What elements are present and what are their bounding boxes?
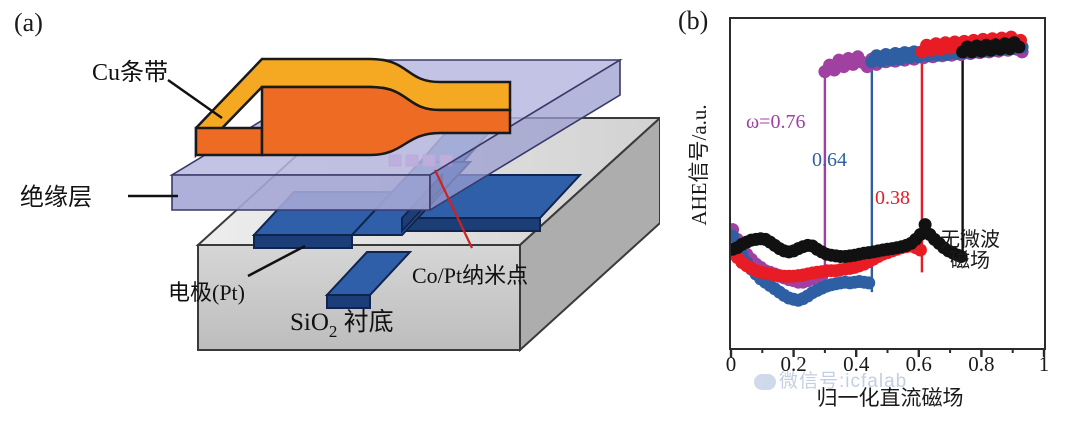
annotation-omega_038: 0.38 (875, 187, 910, 209)
data-point (954, 250, 968, 263)
tick-marks-top (729, 18, 1069, 30)
y-axis-label: AHE信号/a.u. (687, 104, 711, 226)
watermark-icon (754, 373, 776, 390)
leader-nanodots (434, 169, 473, 249)
x-axis-label: 归一化直流磁场 (816, 386, 964, 410)
watermark: 微信号:icfalab (754, 366, 1044, 406)
leader-cu-strip (167, 78, 223, 120)
annotation-no_microwave: 无微波 磁场 (940, 230, 1000, 272)
x-tick-label: 0.6 (905, 352, 932, 376)
cu-strip (194, 57, 512, 159)
panel-b-ahe-plot: (b) AHE信号/a.u. 0 0.2 0.4 0.6 0.8 1 归一化直流磁场 ω=… (660, 0, 1080, 429)
data-point (862, 276, 876, 290)
label-substrate: SiO2 衬底 (290, 308, 394, 341)
x-tick-label: 1 (1038, 352, 1050, 376)
data-point (913, 243, 927, 257)
series-3 (731, 41, 1021, 258)
plot-frame (726, 17, 1046, 350)
annotation-omega_076: ω=0.76 (746, 111, 806, 133)
annotation-line-2: 磁场 (950, 250, 990, 272)
x-tick-label: 0.8 (968, 352, 995, 376)
tick-marks (729, 348, 1046, 357)
x-tick-label: 0 (725, 352, 737, 376)
annotation-omega_064: 0.64 (812, 149, 847, 171)
watermark-text: 微信号:icfalab (779, 371, 908, 392)
annotation-line-1: 无微波 (940, 229, 1000, 251)
data-point (1012, 40, 1026, 54)
label-insulating-layer: 绝缘层 (20, 184, 92, 211)
label-cu-strip: Cu条带 (92, 59, 168, 86)
data-point (918, 218, 932, 232)
x-tick-label: 0.4 (843, 352, 870, 376)
panel-a-tag: (a) (14, 8, 43, 37)
leader-electrode (247, 244, 306, 278)
panel-b-tag: (b) (678, 6, 709, 35)
x-tick-label: 0.2 (780, 352, 807, 376)
panel-a-device-schematic: (a) (14, 8, 660, 353)
device-schematic-svg: Cu条带 绝缘层 电极(Pt) Co/Pt纳米点 SiO2 衬底 (20, 57, 660, 353)
label-nanodots: Co/Pt纳米点 (412, 263, 528, 288)
series-points-3 (726, 36, 1026, 263)
data-point (913, 228, 927, 241)
scatter-plot-svg (726, 30, 1029, 307)
label-electrode: 电极(Pt) (168, 280, 245, 305)
